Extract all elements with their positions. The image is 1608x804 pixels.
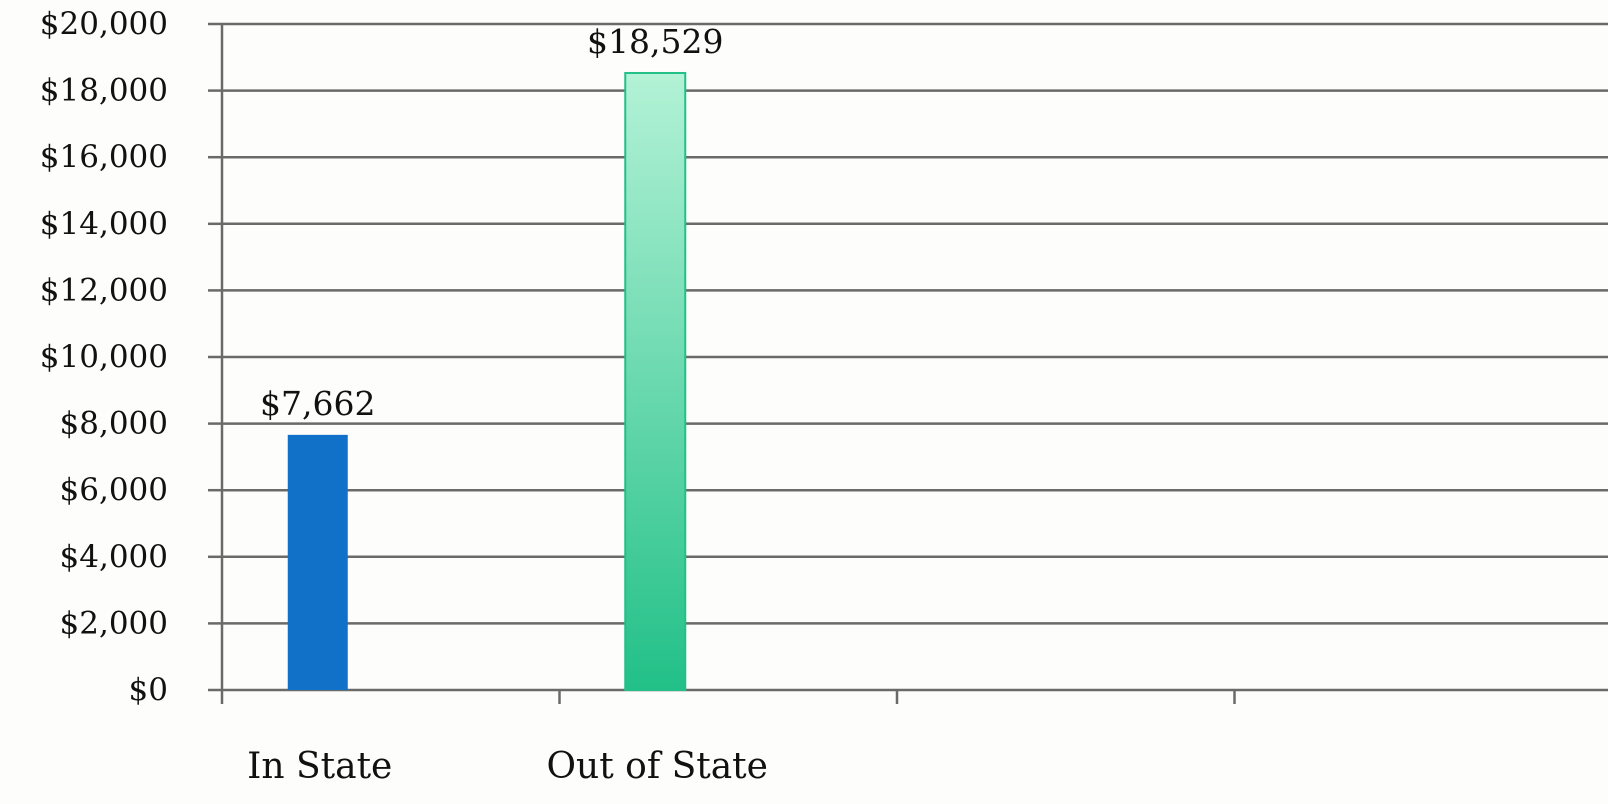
y-tick-label: $18,000 [40,73,168,109]
data-label: $18,529 [587,22,723,61]
y-tick-label: $14,000 [40,206,168,242]
y-tick-label: $10,000 [40,339,168,375]
x-category-label: In State [247,746,392,787]
bar-in-state [287,434,348,690]
y-tick-label: $12,000 [40,272,168,308]
axes [208,22,1236,704]
bars [287,71,687,691]
y-tick-label: $6,000 [60,472,168,508]
y-tick-label: $0 [129,672,168,708]
y-tick-label: $4,000 [60,539,168,575]
y-tick-label: $20,000 [40,6,168,42]
data-label: $7,662 [260,384,375,423]
y-tick-label: $8,000 [60,406,168,442]
x-category-label: Out of State [547,746,768,787]
y-tick-label: $2,000 [60,605,168,641]
labels: $0 $2,000 $4,000 $6,000 $8,000 $10,000 $12,000… [40,6,768,787]
bar-out-of-state [624,71,687,691]
gridlines [222,22,1608,692]
y-tick-label: $16,000 [40,139,168,175]
